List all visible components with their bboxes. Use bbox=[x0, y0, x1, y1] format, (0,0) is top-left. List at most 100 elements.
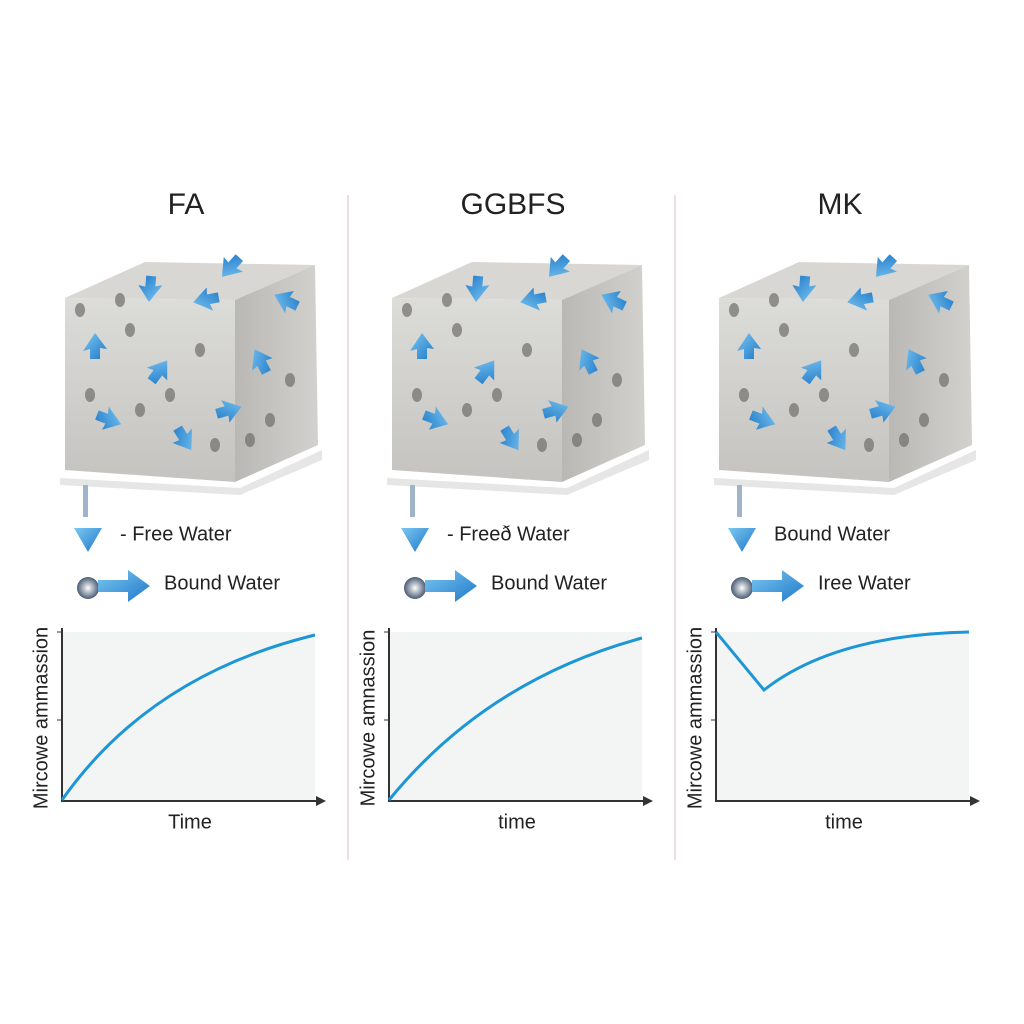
bound-ball bbox=[77, 577, 99, 599]
water-arrow bbox=[83, 333, 107, 359]
water-arrow bbox=[847, 287, 874, 311]
cube-shadow bbox=[60, 450, 322, 495]
cube-front bbox=[719, 298, 889, 482]
water-arrow bbox=[749, 406, 776, 430]
water-arrow bbox=[221, 254, 244, 277]
pore bbox=[537, 438, 547, 452]
water-arrow bbox=[792, 275, 817, 302]
x-axis-label: Time bbox=[168, 811, 212, 833]
pore bbox=[819, 388, 829, 402]
water-arrow bbox=[928, 290, 954, 314]
cube-side bbox=[235, 265, 318, 482]
water-arrow bbox=[875, 254, 898, 277]
pore bbox=[265, 413, 275, 427]
drip bbox=[410, 485, 415, 517]
pore bbox=[85, 388, 95, 402]
water-arrow bbox=[138, 275, 163, 302]
water-arrow bbox=[146, 360, 168, 385]
pore bbox=[115, 293, 125, 307]
panel: FA - Free Water Bound Water Mircowe ammassi… bbox=[30, 188, 326, 833]
cube-shadow bbox=[714, 450, 976, 495]
pore bbox=[864, 438, 874, 452]
legend-label: - Freeð Water bbox=[447, 523, 570, 545]
cube-side bbox=[562, 265, 645, 482]
pore bbox=[412, 388, 422, 402]
x-axis-label: time bbox=[498, 811, 536, 833]
water-arrow bbox=[193, 287, 220, 311]
pore bbox=[452, 323, 462, 337]
bound-arrow bbox=[425, 570, 477, 602]
plot-area bbox=[716, 632, 969, 800]
x-arrow bbox=[970, 796, 980, 806]
pore bbox=[779, 323, 789, 337]
legend-label: Bound Water bbox=[164, 572, 280, 594]
legend-label: Bound Water bbox=[774, 523, 890, 545]
cube-top bbox=[65, 262, 315, 300]
trend-curve bbox=[387, 636, 643, 801]
x-arrow bbox=[643, 796, 653, 806]
bound-ball bbox=[731, 577, 753, 599]
water-arrow bbox=[465, 275, 490, 302]
pore bbox=[899, 433, 909, 447]
pore bbox=[75, 303, 85, 317]
pore bbox=[195, 343, 205, 357]
trend-curve bbox=[60, 633, 316, 801]
pore bbox=[210, 438, 220, 452]
drip bbox=[83, 485, 88, 517]
water-arrow bbox=[826, 425, 846, 451]
pore bbox=[789, 403, 799, 417]
y-axis-label: Mircowe ammassion bbox=[684, 627, 706, 809]
drop-arrow bbox=[728, 528, 756, 552]
water-arrow bbox=[422, 406, 449, 430]
water-arrow bbox=[95, 406, 122, 430]
pore bbox=[442, 293, 452, 307]
water-arrow bbox=[542, 400, 569, 423]
y-axis-label: Mircowe amnassion bbox=[357, 630, 379, 807]
legend-label: Iree Water bbox=[818, 572, 911, 594]
y-axis-label: Mircowe ammassion bbox=[30, 627, 52, 809]
legend-label: - Free Water bbox=[120, 523, 232, 545]
drip bbox=[737, 485, 742, 517]
legend-label: Bound Water bbox=[491, 572, 607, 594]
water-arrow bbox=[520, 287, 547, 311]
pore bbox=[245, 433, 255, 447]
cube-side bbox=[889, 265, 972, 482]
drop-arrow bbox=[401, 528, 429, 552]
panel: MK Bound Water Iree Water Mircowe ammassion… bbox=[684, 188, 980, 833]
cube-front bbox=[65, 298, 235, 482]
pore bbox=[572, 433, 582, 447]
pore bbox=[135, 403, 145, 417]
water-arrow bbox=[869, 400, 896, 423]
pore bbox=[522, 343, 532, 357]
cube-front bbox=[392, 298, 562, 482]
pore bbox=[462, 403, 472, 417]
cube-top bbox=[719, 262, 969, 300]
pore bbox=[402, 303, 412, 317]
plot-area bbox=[389, 632, 642, 800]
water-arrow bbox=[215, 400, 242, 423]
pore bbox=[739, 388, 749, 402]
water-arrow bbox=[906, 349, 927, 375]
pore bbox=[849, 343, 859, 357]
water-arrow bbox=[800, 360, 822, 385]
water-arrow bbox=[473, 360, 495, 385]
trend-curve bbox=[714, 630, 970, 693]
bound-arrow bbox=[752, 570, 804, 602]
panel-title: MK bbox=[818, 188, 863, 221]
pore bbox=[612, 373, 622, 387]
pore bbox=[492, 388, 502, 402]
water-arrow bbox=[601, 290, 627, 314]
bound-ball bbox=[404, 577, 426, 599]
water-arrow bbox=[548, 254, 571, 277]
pore bbox=[769, 293, 779, 307]
drop-arrow bbox=[74, 528, 102, 552]
plot-area bbox=[62, 632, 315, 800]
panel-title: FA bbox=[168, 188, 205, 221]
water-arrow bbox=[274, 290, 300, 314]
pore bbox=[592, 413, 602, 427]
water-arrow bbox=[499, 425, 519, 451]
x-axis-label: time bbox=[825, 811, 863, 833]
water-arrow bbox=[410, 333, 434, 359]
